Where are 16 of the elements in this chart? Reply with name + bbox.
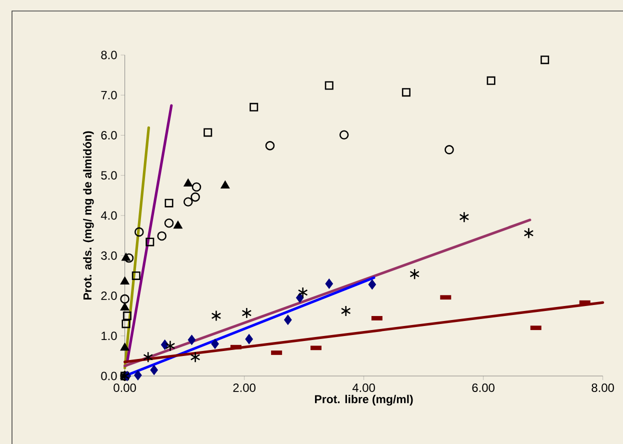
x-axis-title: Prot. libre (mg/ml) (315, 394, 413, 406)
y-tick-label: 1.0 (102, 332, 117, 340)
y-tick-label: 0.0 (101, 372, 117, 380)
x-tick-label: 6.00 (472, 384, 494, 392)
x-tick-label: 4.00 (352, 384, 375, 392)
x-tick-label: 8.00 (592, 384, 614, 392)
y-tick-label: 8.0 (101, 50, 117, 60)
x-tick-label: 2.00 (233, 384, 256, 392)
y-tick-label: 4.0 (100, 211, 117, 220)
x-tick-label: 0.00 (114, 384, 136, 392)
y-tick-label: 7.0 (101, 90, 117, 100)
y-tick-label: 6.0 (101, 131, 117, 140)
y-axis-title: Prot. ads. (mg/ mg de almidón) (82, 131, 94, 300)
y-tick-label: 5.0 (101, 171, 117, 180)
y-tick-label: 3.0 (101, 251, 117, 260)
y-tick-label: 2.0 (101, 292, 117, 300)
